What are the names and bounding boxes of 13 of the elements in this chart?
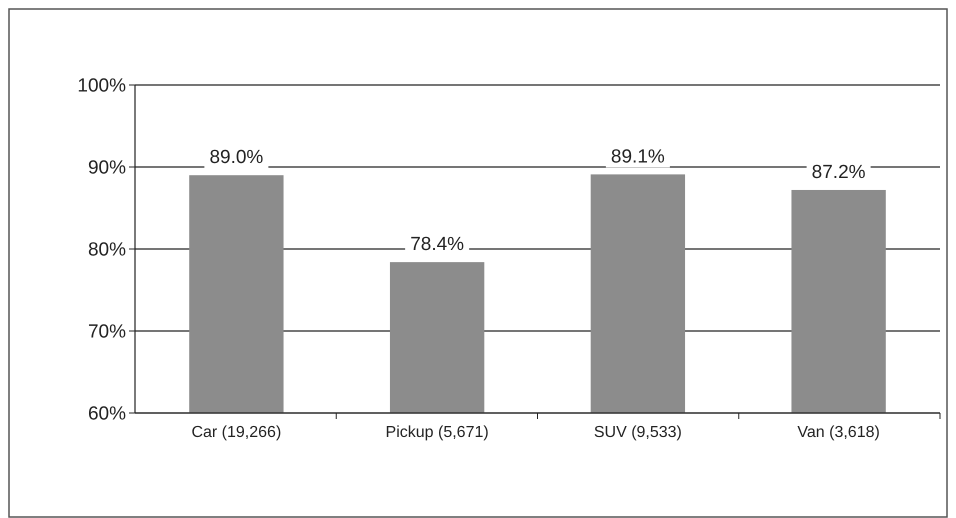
data-label: 89.0% — [209, 147, 264, 168]
x-tick-label: Pickup (5,671) — [386, 424, 489, 441]
y-tick-label: 100% — [77, 76, 126, 97]
y-tick-label: 90% — [88, 158, 126, 179]
x-tick-label: Van (3,618) — [797, 424, 880, 441]
y-tick-label: 70% — [88, 322, 126, 343]
data-label: 87.2% — [812, 162, 866, 183]
y-tick-label: 60% — [88, 404, 126, 425]
x-tick-label: SUV (9,533) — [594, 424, 682, 441]
x-tick-label: Car (19,266) — [191, 424, 282, 441]
y-tick-label: 80% — [88, 240, 126, 261]
data-label: 78.4% — [410, 234, 464, 256]
data-label: 89.1% — [610, 146, 665, 168]
